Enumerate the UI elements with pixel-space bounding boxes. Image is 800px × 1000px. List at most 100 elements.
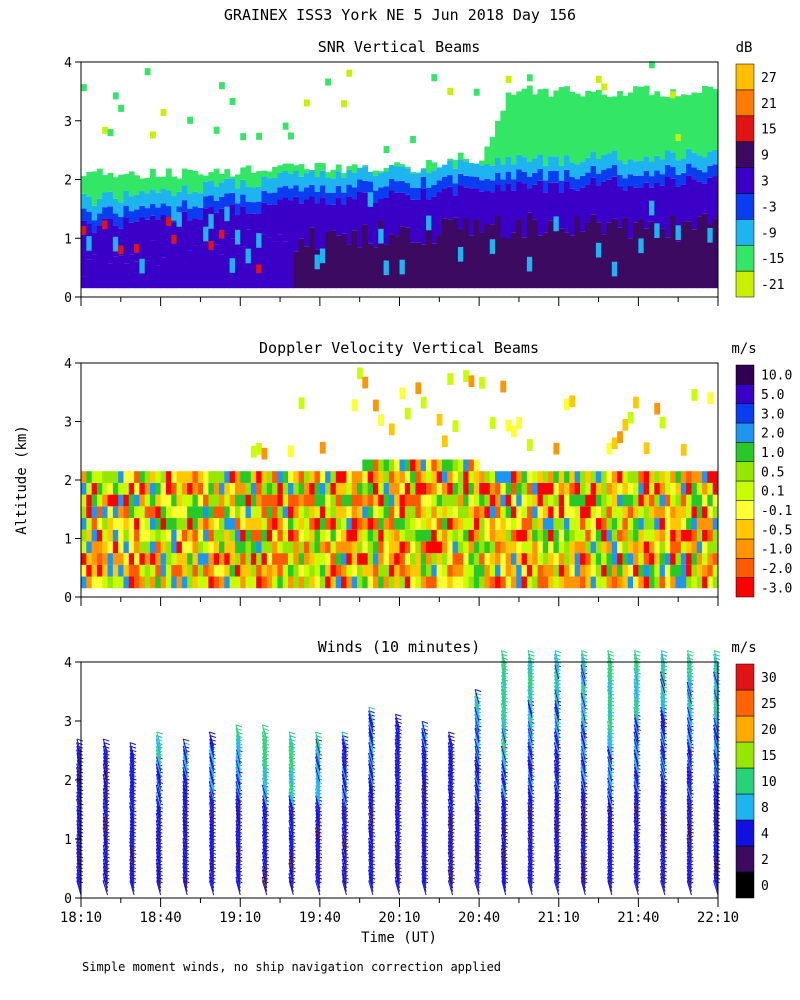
wind-barb <box>395 838 400 853</box>
doppler-cell <box>139 564 146 577</box>
doppler-cell <box>309 518 316 530</box>
doppler-cell <box>617 506 623 519</box>
snr-cell <box>696 169 703 182</box>
snr-cell <box>96 198 103 214</box>
wind-barb <box>342 855 347 871</box>
wind-barb <box>262 753 268 768</box>
wind-barb <box>713 714 719 729</box>
doppler-cell <box>420 541 427 554</box>
doppler-cell <box>319 482 326 495</box>
wind-barb <box>500 689 507 705</box>
doppler-cell <box>457 576 464 589</box>
wind-barb <box>474 806 480 821</box>
doppler-cell <box>378 529 385 542</box>
wind-barb <box>102 862 109 878</box>
snr-cell <box>500 237 507 289</box>
snr-cell <box>643 171 650 183</box>
snr-cell <box>234 253 241 289</box>
doppler-cell <box>150 529 156 542</box>
snr-cell <box>187 169 193 194</box>
doppler-cell <box>489 529 496 542</box>
wind-barb <box>633 781 639 797</box>
doppler-cell <box>86 506 93 519</box>
doppler-cell <box>601 471 608 483</box>
wind-barb <box>474 869 480 885</box>
doppler-cell <box>468 494 475 507</box>
wind-barb <box>394 795 400 811</box>
wind-barb <box>687 696 692 712</box>
wind-barb <box>633 721 639 736</box>
snr-cell <box>229 178 236 193</box>
colorbar-label: 3 <box>761 175 769 190</box>
snr-cell <box>240 194 247 207</box>
doppler-cell <box>155 482 162 495</box>
wind-barb <box>315 745 321 761</box>
snr-cell <box>372 247 379 289</box>
doppler-cell <box>303 529 310 542</box>
doppler-cell <box>203 529 209 542</box>
snr-cell <box>654 155 661 171</box>
wind-barb <box>155 841 162 857</box>
snr-cell <box>383 186 390 198</box>
snr-cell <box>192 245 199 289</box>
doppler-cell <box>314 494 321 507</box>
doppler-cell <box>176 482 183 495</box>
snr-cell <box>383 146 390 154</box>
wind-barb <box>129 749 135 765</box>
wind-barb <box>713 784 719 800</box>
wind-barb <box>581 650 586 666</box>
wind-barb <box>129 820 135 835</box>
snr-cell <box>81 276 87 289</box>
doppler-cell <box>277 576 284 589</box>
wind-barb <box>235 770 241 786</box>
doppler-cell <box>394 506 400 519</box>
doppler-cell <box>590 564 597 577</box>
doppler-cell <box>542 564 549 577</box>
wind-barb <box>421 731 427 747</box>
snr-cell <box>91 254 98 289</box>
doppler-cell <box>627 576 634 589</box>
doppler-cell <box>622 518 629 530</box>
doppler-cell <box>144 541 151 554</box>
snr-cell <box>250 202 257 214</box>
doppler-cell <box>564 398 570 411</box>
snr-cell <box>452 168 459 184</box>
snr-cell <box>388 165 395 179</box>
doppler-cell <box>495 541 501 554</box>
doppler-cell <box>627 541 634 554</box>
wind-barb <box>76 876 82 892</box>
doppler-cell <box>489 471 496 483</box>
doppler-cell <box>404 471 411 483</box>
wind-barb <box>607 760 613 775</box>
wind-barb <box>421 756 427 772</box>
wind-barb <box>474 820 480 836</box>
doppler-cell <box>627 411 634 424</box>
doppler-cell <box>426 529 432 542</box>
doppler-cell <box>659 518 666 530</box>
wind-barb <box>713 799 719 814</box>
snr-cell <box>579 187 586 232</box>
wind-barb <box>501 799 507 814</box>
doppler-cell <box>526 564 533 577</box>
snr-cell <box>675 174 682 187</box>
wind-barb <box>395 721 400 736</box>
wind-barb <box>368 806 374 821</box>
wind-barb <box>633 820 639 836</box>
doppler-cell <box>128 553 135 565</box>
wind-barb <box>686 653 692 669</box>
wind-barb <box>129 788 135 804</box>
wind-barb <box>394 845 400 860</box>
wind-barb <box>660 735 666 751</box>
wind-barb <box>129 756 135 772</box>
doppler-cell <box>484 576 491 589</box>
snr-cell <box>410 199 416 243</box>
doppler-cell <box>107 506 114 519</box>
wind-barb <box>501 668 507 683</box>
wind-barb <box>315 816 321 832</box>
doppler-cell <box>171 576 178 589</box>
doppler-cell <box>234 564 241 577</box>
doppler-cell <box>303 576 310 589</box>
doppler-cell <box>256 529 262 542</box>
wind-barb <box>368 756 374 772</box>
doppler-cell <box>569 494 576 507</box>
